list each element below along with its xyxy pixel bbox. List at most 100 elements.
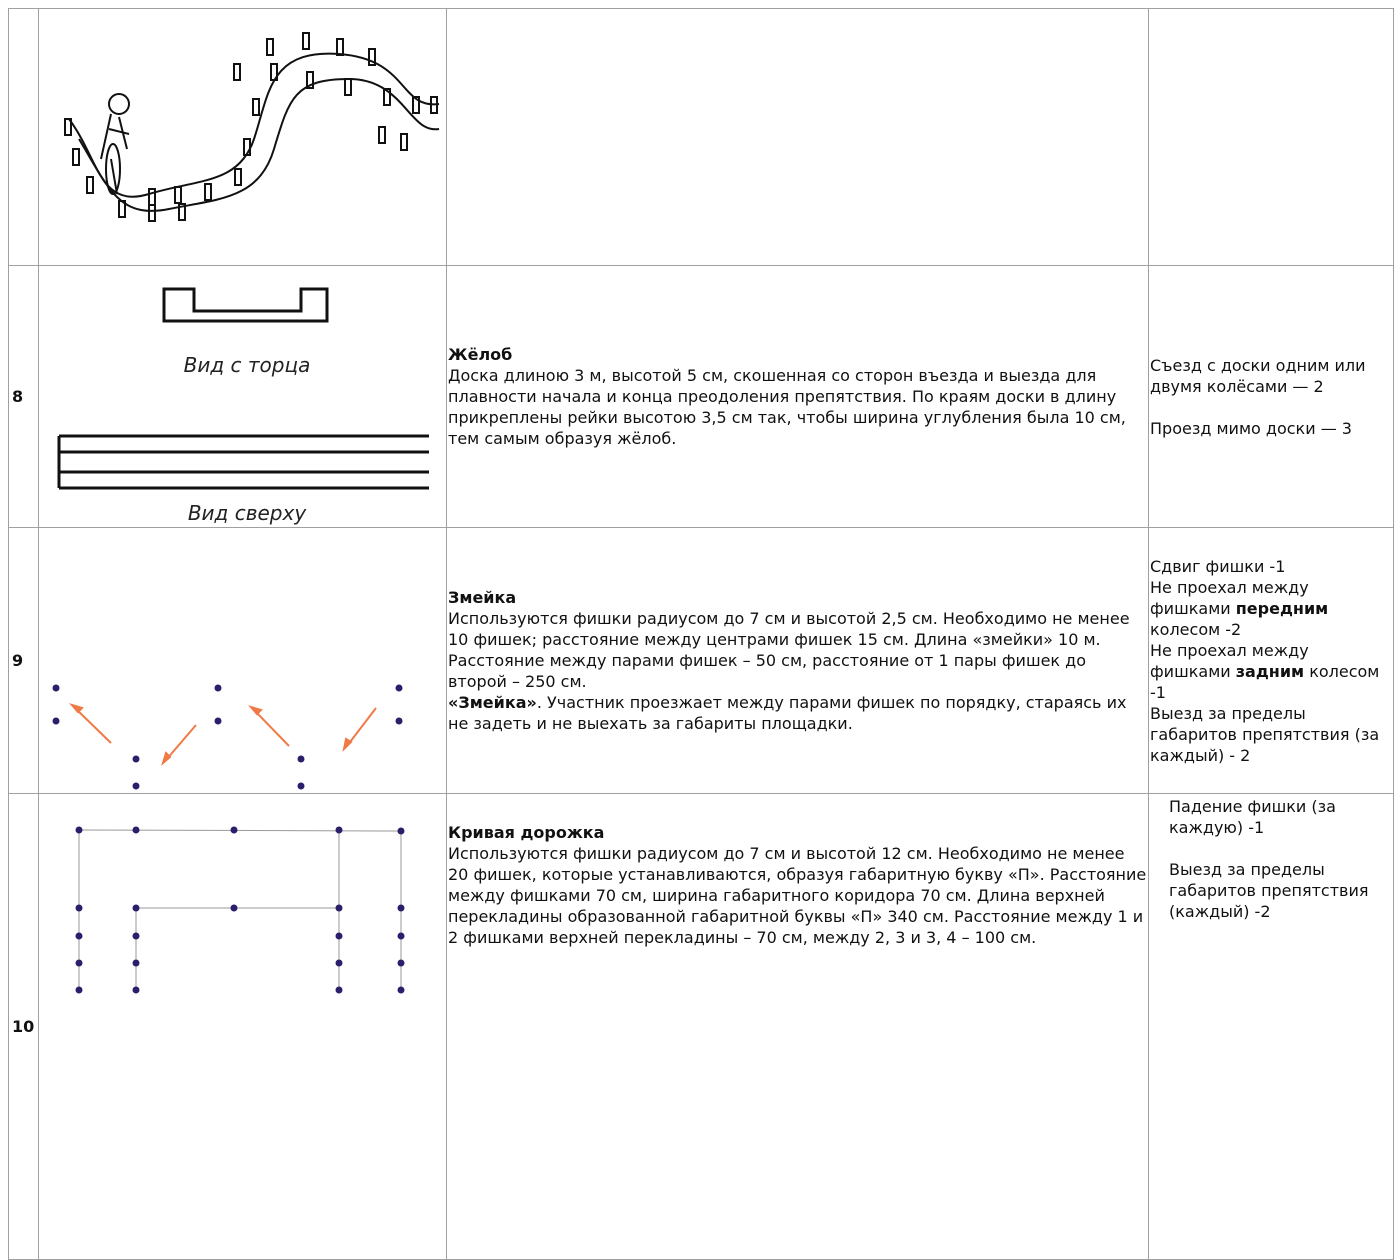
table-row: 9 Змейка Используются фишки радиусом до 7… xyxy=(8,527,1394,794)
illustration-shape xyxy=(335,959,343,967)
illustration-shape xyxy=(400,133,408,151)
table-row: 8 Вид с торца Вид сверху Жёлоб Доска длин… xyxy=(8,265,1394,528)
illustration-shape xyxy=(148,188,156,206)
illustration-shape xyxy=(344,78,352,96)
snake-illustration xyxy=(52,684,403,790)
text-run: Используются фишки радиусом до 7 см и вы… xyxy=(448,844,1147,947)
illustration-shape xyxy=(230,826,238,834)
illustration-shape xyxy=(52,684,403,790)
text-run: . Участник проезжает между парами фишек … xyxy=(448,693,1127,733)
illustration-shape xyxy=(132,904,140,912)
image-label: Вид сверху xyxy=(188,501,308,525)
page: Obstacles table {"rows": [ {"number": "8… xyxy=(8,8,1394,1260)
illustration-shape xyxy=(64,118,72,136)
illustration-shape xyxy=(395,684,403,692)
obstacle-table: 8 Вид с торца Вид сверху Жёлоб Доска длин… xyxy=(8,8,1394,1260)
illustration-shape xyxy=(243,138,251,156)
trough-illustration: Вид с торца Вид сверху xyxy=(57,287,429,525)
illustration-shape xyxy=(306,71,314,89)
illustration-shape xyxy=(397,904,405,912)
description-cell: Змейка Используются фишки радиусом до 7 с… xyxy=(446,527,1149,794)
illustration-shape xyxy=(234,168,242,186)
paragraph: Выезд за пределы габаритов препятствия (… xyxy=(1150,703,1392,766)
illustration-shape xyxy=(57,434,429,490)
page-body: 8 Вид с торца Вид сверху Жёлоб Доска длин… xyxy=(8,8,1394,1260)
paragraph: Используются фишки радиусом до 7 см и вы… xyxy=(448,843,1147,948)
illustration-shape xyxy=(178,203,186,221)
illustration-shape xyxy=(132,755,140,763)
illustration-shape xyxy=(214,717,222,725)
illustration-shape xyxy=(335,932,343,940)
obstacle-title: Змейка xyxy=(448,588,517,607)
obstacle-title: Кривая дорожка xyxy=(448,823,605,842)
paragraph: Доска длиною 3 м, высотой 5 см, скошенна… xyxy=(448,365,1147,449)
description-cell: Кривая дорожка Используются фишки радиусо… xyxy=(446,793,1149,1260)
illustration-shape xyxy=(132,782,140,790)
cell xyxy=(1148,8,1394,266)
illustration-shape xyxy=(165,724,197,761)
illustration-shape xyxy=(69,703,377,766)
illustration-shape xyxy=(162,287,329,323)
cell xyxy=(446,8,1149,266)
penalty-cell: Падение фишки (за каждую) -1 Выезд за пре… xyxy=(1148,793,1394,1260)
image-cell: Вид с торца Вид сверху xyxy=(38,265,447,528)
table-row xyxy=(8,8,1394,266)
illustration-shape xyxy=(378,126,386,144)
text-run: Проезд мимо доски — 3 xyxy=(1150,418,1352,438)
illustration-shape xyxy=(253,709,290,747)
illustration-shape xyxy=(248,705,263,716)
illustration-shape xyxy=(118,200,126,218)
text-run: Падение фишки (за каждую) -1 xyxy=(1169,797,1336,837)
illustration-shape xyxy=(397,959,405,967)
image-cell xyxy=(38,793,447,1260)
illustration-shape xyxy=(266,38,274,56)
table-row: 10 Кривая дорожка Используются фишки ради… xyxy=(8,793,1394,1260)
obstacle-title: Жёлоб xyxy=(448,345,513,364)
row-number: 8 xyxy=(8,265,39,528)
illustration-shape xyxy=(78,829,402,832)
row-number: 9 xyxy=(8,527,39,794)
text-run: Используются фишки радиусом до 7 см и вы… xyxy=(448,609,1130,691)
illustration-shape xyxy=(86,176,94,194)
text-run: колесом -1 xyxy=(1150,661,1380,702)
illustration-shape xyxy=(336,38,344,56)
paragraph: Сдвиг фишки -1 xyxy=(1150,556,1392,577)
illustration-shape xyxy=(346,707,377,747)
image-label: Вид с торца xyxy=(184,353,311,377)
text-run: Выезд за пределы габаритов препятствия (… xyxy=(1169,860,1369,921)
illustration-shape xyxy=(204,183,212,201)
illustration-shape xyxy=(52,717,60,725)
illustration-shape xyxy=(132,932,140,940)
illustration-shape xyxy=(383,88,391,106)
text-run: передним xyxy=(1235,598,1329,618)
illustration-shape xyxy=(132,959,140,967)
paragraph: Не проехал между фишками задним колесом … xyxy=(1150,640,1392,703)
illustration-shape xyxy=(270,63,278,81)
illustration-shape xyxy=(75,904,83,912)
illustration-shape xyxy=(75,986,83,994)
illustration-shape xyxy=(75,959,83,967)
illustration-shape xyxy=(397,827,405,835)
text-run: Не проехал между фишками xyxy=(1150,640,1309,681)
illustration-shape xyxy=(78,77,440,212)
illustration-shape xyxy=(395,717,403,725)
text-run: Доска длиною 3 м, высотой 5 см, скошенна… xyxy=(448,366,1126,448)
illustration-shape xyxy=(132,986,140,994)
illustration-shape xyxy=(412,96,420,114)
text-run: задним xyxy=(1235,661,1305,681)
paragraph: Падение фишки (за каждую) -1 xyxy=(1169,796,1392,838)
illustration-shape xyxy=(397,986,405,994)
illustration-shape xyxy=(302,32,310,50)
illustration-shape xyxy=(64,32,438,222)
illustration-shape xyxy=(297,782,305,790)
paragraph: Не проехал между фишками передним колесо… xyxy=(1150,577,1392,640)
illustration-shape xyxy=(105,143,121,195)
illustration-shape xyxy=(397,932,405,940)
text-run: колесом -2 xyxy=(1150,619,1242,639)
illustration-shape xyxy=(430,96,438,114)
text-run: Сдвиг фишки -1 xyxy=(1150,556,1286,576)
illustration-shape xyxy=(68,52,440,198)
paragraph: «Змейка». Участник проезжает между парам… xyxy=(448,692,1147,734)
illustration-shape xyxy=(148,204,156,222)
illustration-shape xyxy=(233,63,241,81)
